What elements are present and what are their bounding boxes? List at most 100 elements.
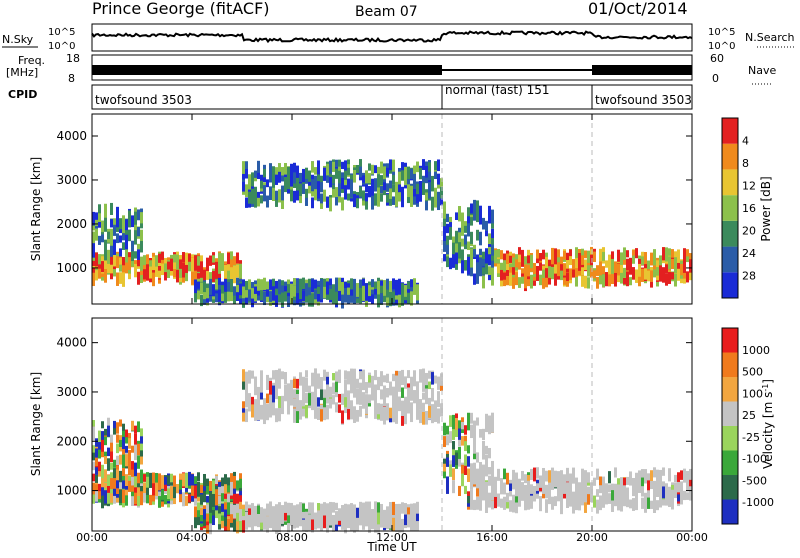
heatmap-cell xyxy=(275,281,278,296)
heatmap-cell xyxy=(479,492,482,504)
heatmap-cell xyxy=(326,196,329,208)
heatmap-cell xyxy=(272,278,275,287)
heatmap-cell xyxy=(617,263,620,276)
heatmap-cell xyxy=(428,405,431,418)
heatmap-cell xyxy=(572,472,575,484)
heatmap-cell xyxy=(410,410,413,423)
heatmap-cell xyxy=(656,473,659,487)
heatmap-cell xyxy=(446,245,449,255)
heatmap-cell xyxy=(524,489,527,501)
heatmap-cell xyxy=(278,368,281,380)
heatmap-cell xyxy=(335,515,338,525)
heatmap-cell xyxy=(110,257,113,265)
heatmap-cell xyxy=(122,454,125,468)
heatmap-cell xyxy=(290,505,293,513)
heatmap-cell xyxy=(431,372,434,385)
heatmap-cell xyxy=(344,281,347,293)
heatmap-cell xyxy=(125,226,128,237)
heatmap-cell xyxy=(410,279,413,288)
heatmap-cell xyxy=(620,500,623,512)
heatmap-cell xyxy=(449,415,452,427)
heatmap-cell xyxy=(266,393,269,404)
heatmap-cell xyxy=(398,381,401,392)
heatmap-cell xyxy=(422,182,425,192)
heatmap-cell xyxy=(104,255,107,270)
heatmap-cell xyxy=(293,505,296,515)
heatmap-cell xyxy=(575,477,578,488)
heatmap-cell xyxy=(287,166,290,178)
heatmap-cell xyxy=(596,277,599,289)
heatmap-cell xyxy=(302,168,305,183)
heatmap-cell xyxy=(482,217,485,230)
heatmap-cell xyxy=(329,278,332,288)
heatmap-cell xyxy=(350,179,353,191)
heatmap-cell xyxy=(140,219,143,229)
heatmap-cell xyxy=(362,291,365,302)
heatmap-cell xyxy=(353,292,356,305)
heatmap-cell xyxy=(329,509,332,518)
heatmap-cell xyxy=(92,272,95,287)
nave-label: Nave xyxy=(748,64,776,77)
heatmap-cell xyxy=(419,399,422,410)
heatmap-cell xyxy=(194,257,197,272)
heatmap-cell xyxy=(674,267,677,282)
heatmap-cell xyxy=(245,397,248,405)
colorbar-tick-label: 8 xyxy=(742,157,749,170)
heatmap-cell xyxy=(257,160,260,173)
heatmap-cell xyxy=(425,197,428,211)
heatmap-cell xyxy=(113,494,116,504)
heatmap-cell xyxy=(332,189,335,198)
heatmap-cell xyxy=(503,496,506,505)
heatmap-cell xyxy=(560,262,563,271)
heatmap-cell xyxy=(209,520,212,535)
heatmap-cell xyxy=(146,260,149,269)
heatmap-cell xyxy=(548,470,551,483)
heatmap-cell xyxy=(317,519,320,529)
heatmap-cell xyxy=(551,480,554,490)
heatmap-cell xyxy=(593,495,596,508)
heatmap-cell xyxy=(644,252,647,265)
heatmap-cell xyxy=(638,258,641,267)
heatmap-cell xyxy=(407,507,410,516)
heatmap-cell xyxy=(377,403,380,415)
colorbar-tick-label: 1000 xyxy=(742,344,770,357)
heatmap-cell xyxy=(251,370,254,379)
heatmap-cell xyxy=(287,515,290,524)
heatmap-cell xyxy=(122,480,125,489)
heatmap-cell xyxy=(317,503,320,511)
heatmap-cell xyxy=(431,175,434,184)
heatmap-cell xyxy=(428,398,431,411)
heatmap-cell xyxy=(617,271,620,283)
heatmap-cell xyxy=(356,378,359,389)
heatmap-cell xyxy=(224,490,227,499)
heatmap-cell xyxy=(200,494,203,505)
heatmap-cell xyxy=(101,473,104,488)
heatmap-cell xyxy=(359,518,362,526)
heatmap-cell xyxy=(335,378,338,393)
heatmap-cell xyxy=(239,473,242,485)
heatmap-cell xyxy=(119,218,122,230)
heatmap-cell xyxy=(350,278,353,290)
heatmap-cell xyxy=(320,182,323,193)
heatmap-cell xyxy=(320,279,323,293)
heatmap-cell xyxy=(440,373,443,386)
heatmap-cell xyxy=(479,248,482,260)
heatmap-cell xyxy=(308,170,311,182)
heatmap-cell xyxy=(467,264,470,275)
heatmap-cell xyxy=(137,472,140,484)
heatmap-cell xyxy=(425,372,428,383)
heatmap-cell xyxy=(437,191,440,205)
heatmap-cell xyxy=(659,255,662,268)
heatmap-cell xyxy=(611,253,614,266)
heatmap-cell xyxy=(614,487,617,497)
heatmap-cell xyxy=(284,162,287,175)
heatmap-cell xyxy=(302,511,305,521)
heatmap-cell xyxy=(413,177,416,190)
heatmap-cell xyxy=(143,269,146,280)
heatmap-cell xyxy=(296,378,299,389)
heatmap-cell xyxy=(560,491,563,504)
heatmap-cell xyxy=(521,276,524,284)
heatmap-cell xyxy=(131,420,134,431)
heatmap-cell xyxy=(662,481,665,490)
heatmap-cell xyxy=(518,252,521,263)
